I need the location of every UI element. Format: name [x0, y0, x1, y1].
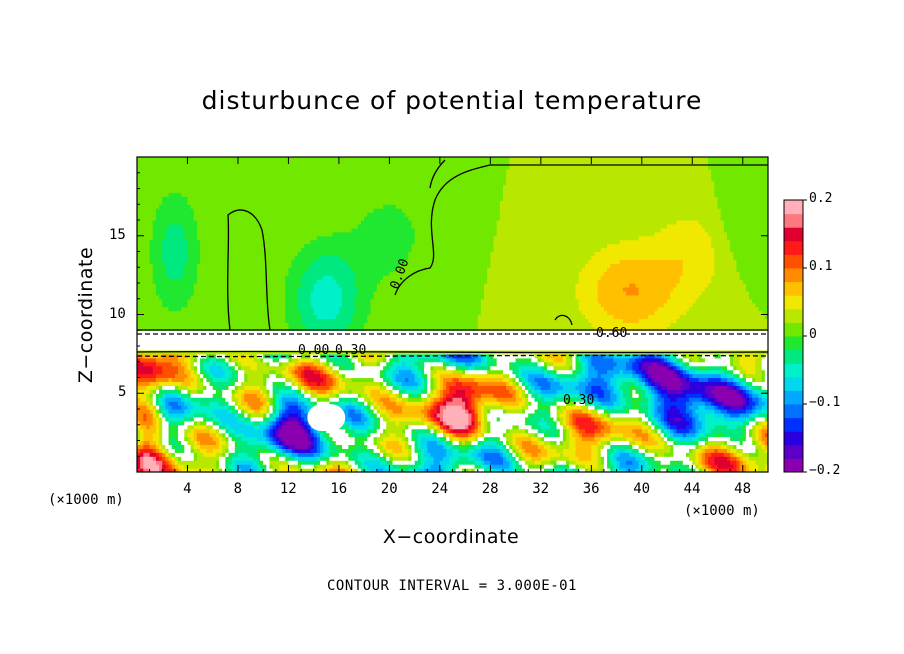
- colorbar-tick-label: 0.1: [809, 259, 833, 274]
- colorbar-swatch: [784, 308, 803, 323]
- contour-label: 0.60: [596, 326, 627, 341]
- colorbar-swatch: [784, 227, 803, 242]
- colorbar-tick-label: 0.2: [809, 191, 833, 206]
- heatmap-field: [137, 157, 768, 472]
- colorbar-swatch: [784, 240, 803, 255]
- contour-line: [394, 164, 768, 296]
- y-tick-label: 10: [109, 305, 126, 322]
- colorbar-swatch: [784, 417, 803, 432]
- x-tick-label: 32: [532, 481, 550, 497]
- colorbar-swatch: [784, 458, 803, 473]
- x-tick-label: 40: [633, 481, 651, 497]
- x-tick-label: 24: [431, 481, 449, 497]
- y-axis-label: Z−coordinate: [75, 246, 97, 384]
- colorbar-swatch: [784, 349, 803, 364]
- contour-line: [227, 209, 271, 331]
- colorbar-swatch: [784, 431, 803, 446]
- contour-label: 0.30: [335, 343, 366, 358]
- x-unit-left: (×1000 m): [48, 492, 124, 508]
- contour-line: [137, 350, 768, 354]
- contour-line: [554, 314, 573, 326]
- x-axis-label: X−coordinate: [382, 526, 520, 548]
- y-tick-label: 15: [109, 226, 126, 243]
- colorbar-tick-label: 0: [809, 327, 817, 342]
- colorbar-tick-label: −0.1: [809, 395, 841, 410]
- x-unit-right: (×1000 m): [684, 503, 760, 519]
- x-tick-label: 48: [734, 481, 752, 497]
- colorbar-swatch: [784, 295, 803, 310]
- x-tick-label: 28: [481, 481, 499, 497]
- colorbar-swatch: [784, 254, 803, 269]
- contour-line: [137, 354, 768, 358]
- x-tick-label: 44: [683, 481, 701, 497]
- contour-label: 0.30: [563, 393, 594, 408]
- x-tick-label: 36: [582, 481, 600, 497]
- y-tick-label: 5: [118, 384, 127, 401]
- contour-label: 0.00: [298, 343, 329, 358]
- colorbar-swatch: [784, 444, 803, 459]
- contour-lines: [137, 159, 768, 358]
- colorbar-swatch: [784, 376, 803, 391]
- chart-title: disturbunce of potential temperature: [201, 86, 703, 115]
- colorbar-swatch: [784, 336, 803, 351]
- x-tick-label: 12: [279, 481, 297, 497]
- x-tick-label: 16: [330, 481, 348, 497]
- x-tick-label: 8: [233, 481, 243, 497]
- x-tick-label: 20: [380, 481, 398, 497]
- contour-interval-note: CONTOUR INTERVAL = 3.000E-01: [326, 578, 577, 594]
- x-tick-label: 4: [183, 481, 192, 497]
- colorbar-swatch: [784, 200, 803, 215]
- colorbar-swatch: [784, 322, 803, 337]
- colorbar-swatch: [784, 363, 803, 378]
- colorbar-swatch: [784, 390, 803, 405]
- colorbar-swatch: [784, 404, 803, 419]
- colorbar-swatch: [784, 281, 803, 296]
- colorbar-swatch: [784, 268, 803, 283]
- colorbar-tick-label: −0.2: [809, 463, 841, 478]
- contour-line: [429, 159, 446, 189]
- heatmap-white-pocket: [307, 404, 346, 432]
- colorbar-swatch: [784, 213, 803, 228]
